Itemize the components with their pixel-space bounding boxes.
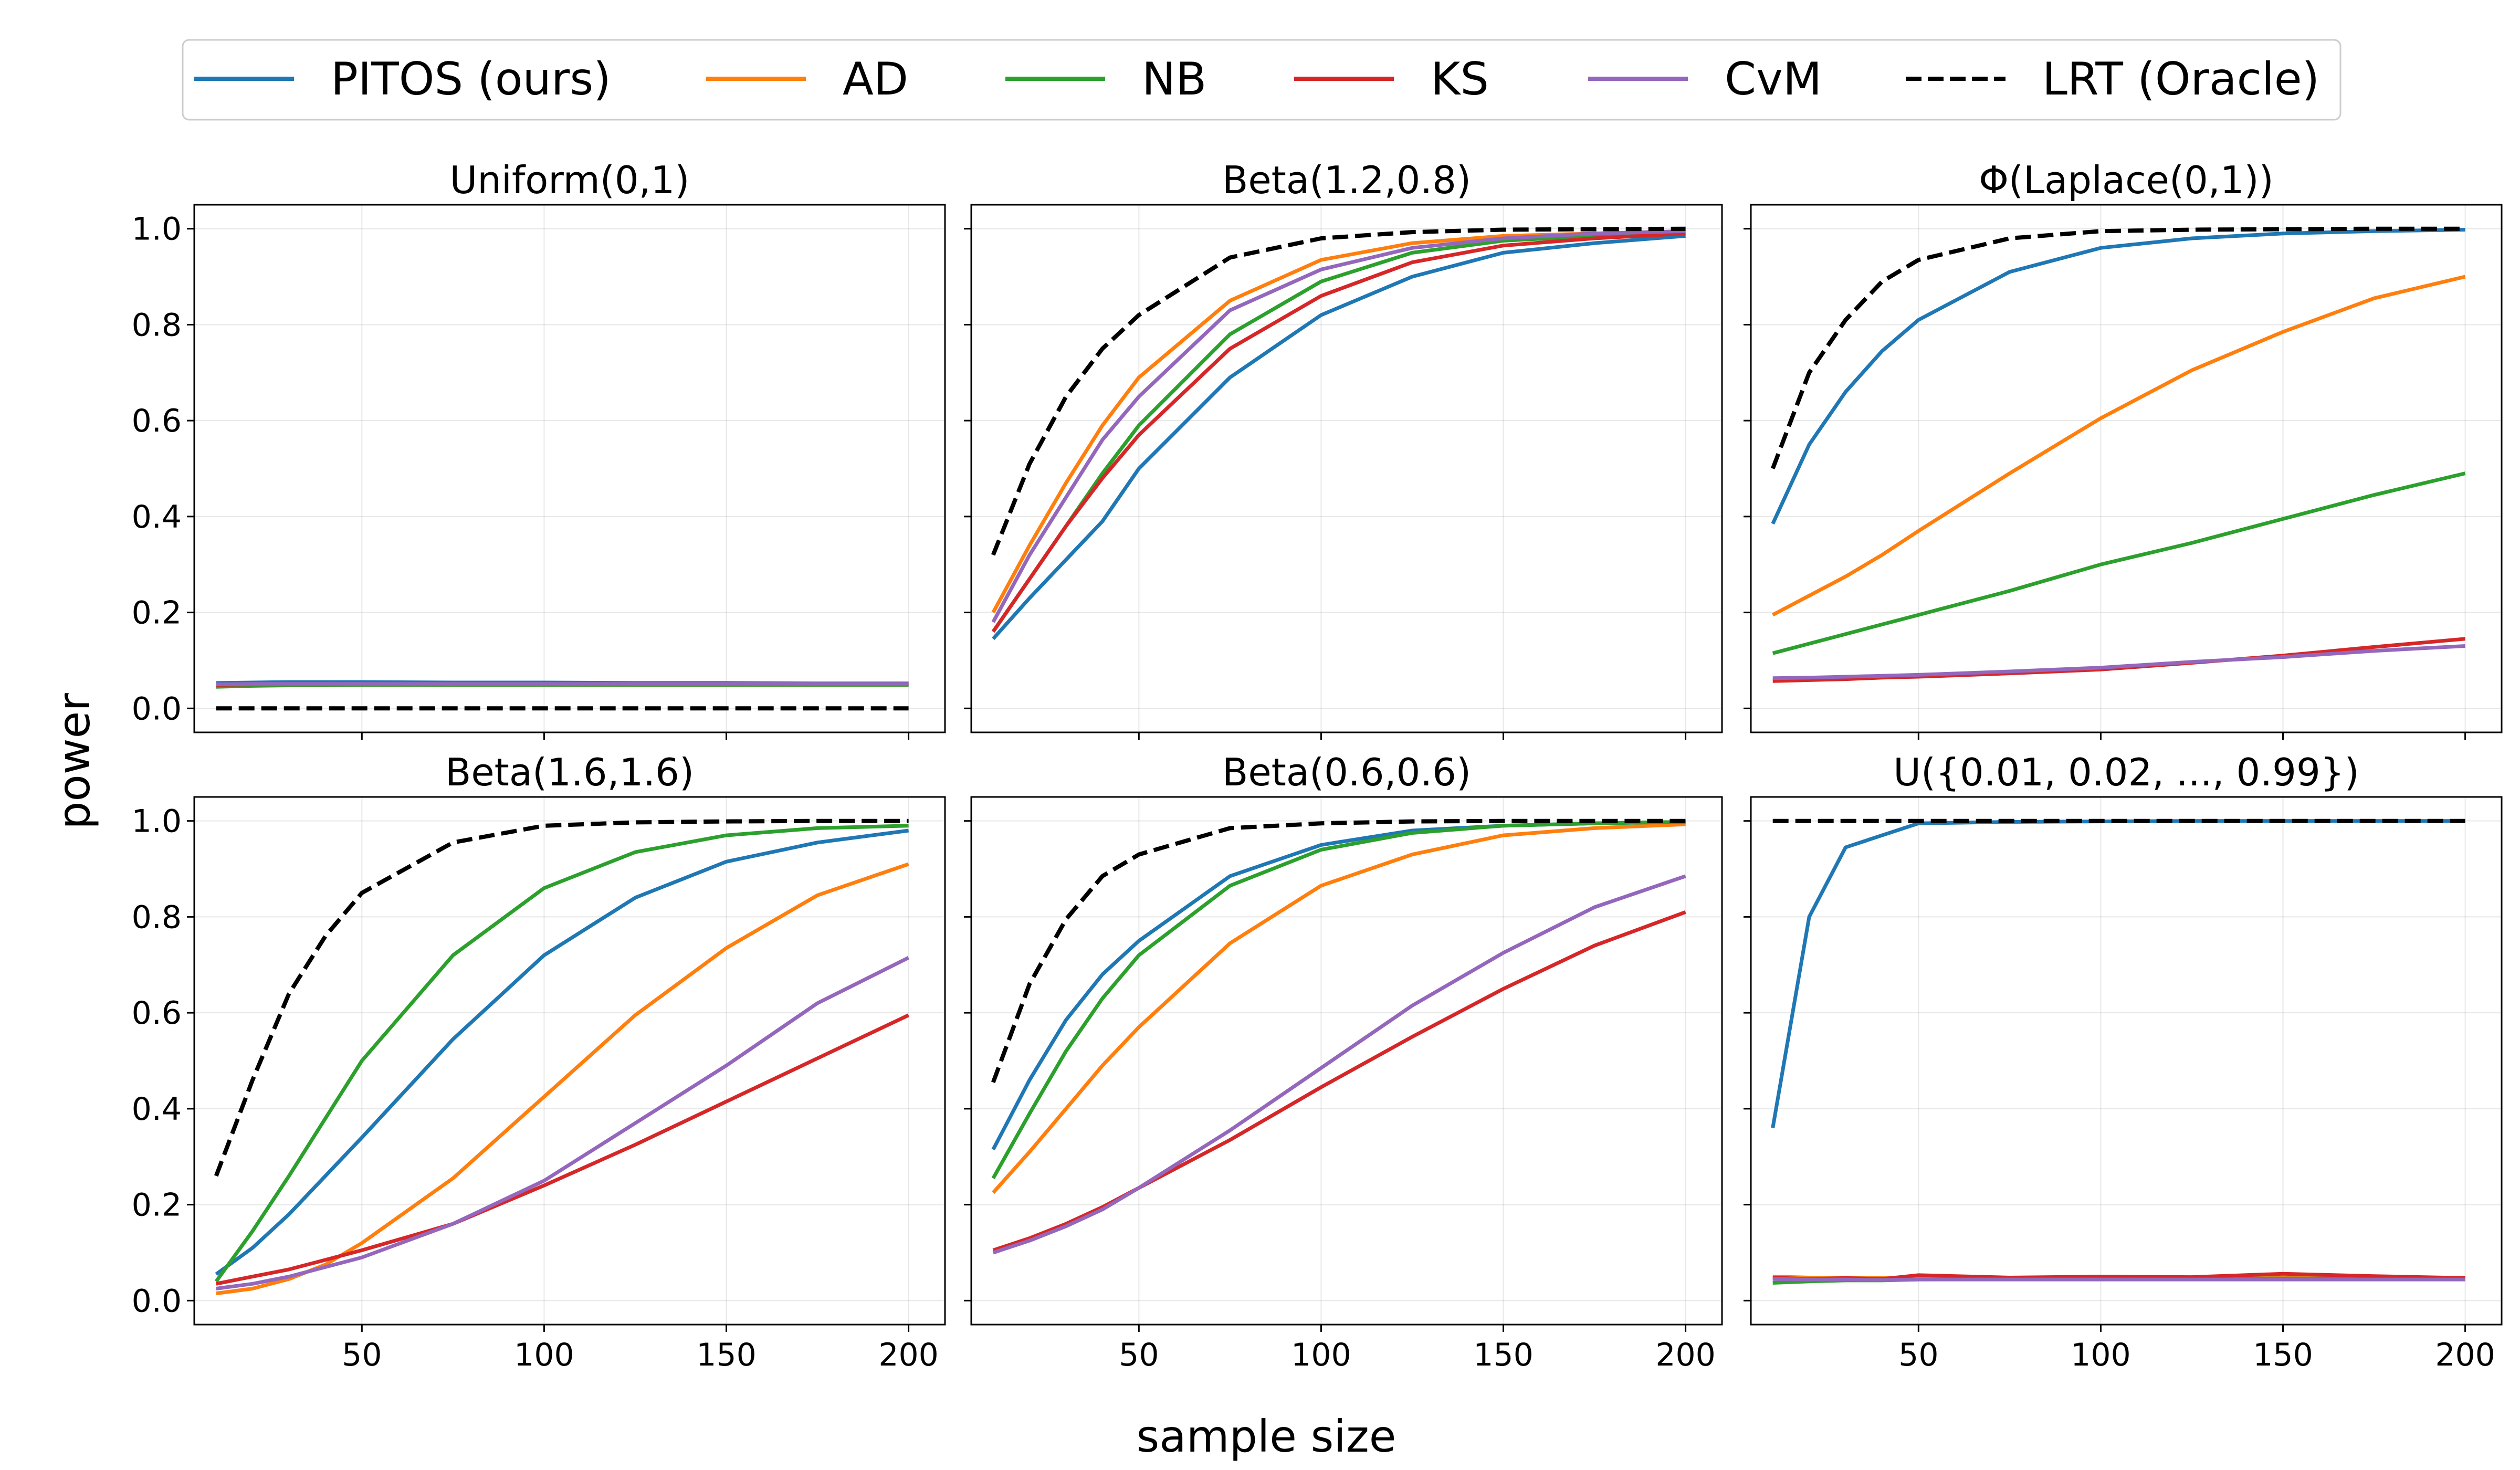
series-line-pitos <box>991 820 1686 1151</box>
y-tick-label: 0.0 <box>132 690 182 727</box>
series-line-lrt <box>214 818 909 1177</box>
x-tick-label: 150 <box>2253 1337 2313 1373</box>
series-line-ad <box>992 822 1686 1194</box>
x-tick-label: 50 <box>342 1337 382 1373</box>
x-tick-label: 150 <box>696 1337 757 1373</box>
y-tick-label: 1.0 <box>132 211 182 248</box>
panel-title: Beta(0.6,0.6) <box>1222 750 1471 794</box>
y-tick-label: 0.6 <box>132 403 182 439</box>
y-tick-label: 0.8 <box>132 307 182 343</box>
panel-frame <box>193 204 946 733</box>
series-line-cvm <box>1772 644 2465 680</box>
series-line-cvm <box>216 682 909 687</box>
panel-frame <box>1750 204 2503 733</box>
legend-label-pitos: PITOS (ours) <box>331 53 611 106</box>
y-axis-label: power <box>48 693 100 830</box>
series-line-cvm <box>991 229 1686 623</box>
series-line-pitos <box>215 828 909 1276</box>
x-tick-label: 150 <box>1473 1337 1534 1373</box>
legend: PITOS (ours) AD NB KS CvM LRT (Oracle) <box>182 39 2342 121</box>
series-line-lrt <box>1770 226 2465 469</box>
panels: 0.0 0.2 0.4 0.6 0.8 1.0 Uniform(0,1) Beta(1.2,0… <box>132 158 2503 1373</box>
y-tick-label: 0.6 <box>132 995 182 1032</box>
series-line-cvm <box>992 874 1686 1255</box>
y-tick-label: 0.8 <box>132 899 182 936</box>
series-line-cvm <box>216 956 910 1290</box>
legend-label-cvm: CvM <box>1725 53 1822 106</box>
x-tick-label: 50 <box>1119 1337 1159 1373</box>
series-line-ad <box>1772 275 2466 617</box>
panel-frame <box>193 796 946 1326</box>
panel-title: U({0.01, 0.02, ..., 0.99}) <box>1893 750 2359 794</box>
x-axis-label: sample size <box>1137 1411 1396 1462</box>
panel-4: 50 100 150 200 0.0 0.2 0.4 0.6 0.8 1.0 Beta(1.6,1.… <box>132 750 946 1373</box>
series-line-cvm <box>1772 1277 2465 1282</box>
y-tick-label: 0.2 <box>132 595 182 632</box>
legend-label-ks: KS <box>1431 53 1489 106</box>
y-tick-label: 0.0 <box>132 1283 182 1319</box>
series-line-nb <box>1772 471 2466 655</box>
series-line-pitos <box>1771 819 2465 1128</box>
series-line-ad <box>216 862 909 1296</box>
legend-label-lrt: LRT (Oracle) <box>2042 53 2319 106</box>
series-line-nb <box>214 824 909 1283</box>
panel-frame <box>970 204 1723 733</box>
y-tick-label: 0.4 <box>132 1091 182 1128</box>
legend-label-ad: AD <box>843 53 908 106</box>
series-line-ks <box>1772 637 2465 683</box>
series-line-ks <box>991 232 1686 633</box>
x-tick-label: 200 <box>878 1337 939 1373</box>
panel-1: 0.0 0.2 0.4 0.6 0.8 1.0 Uniform(0,1) <box>132 158 946 740</box>
series-line-ks <box>216 1013 910 1286</box>
series-line-pitos <box>1771 228 2465 525</box>
series-line-lrt <box>991 818 1686 1083</box>
panel-title: Uniform(0,1) <box>450 158 690 202</box>
panel-6: 50 100 150 200 U({0.01, 0.02, ..., 0.99}) <box>1744 750 2503 1373</box>
series-line-pitos <box>992 234 1686 640</box>
panel-2: Beta(1.2,0.8) <box>964 158 1723 740</box>
x-tick-label: 200 <box>2435 1337 2495 1373</box>
panel-3: Φ(Laplace(0,1)) <box>1744 158 2503 740</box>
x-tick-label: 100 <box>2071 1337 2131 1373</box>
legend-label-nb: NB <box>1142 53 1206 106</box>
legend-box <box>182 39 2342 121</box>
y-tick-label: 0.4 <box>132 499 182 536</box>
series-line-lrt <box>991 226 1686 556</box>
panel-frame <box>970 796 1723 1326</box>
panel-frame <box>1750 796 2503 1326</box>
x-tick-label: 100 <box>1291 1337 1351 1373</box>
panel-title: Φ(Laplace(0,1)) <box>1979 158 2273 202</box>
series-line-ks <box>992 910 1686 1252</box>
series-line-nb <box>991 820 1686 1180</box>
x-tick-label: 100 <box>514 1337 574 1373</box>
x-tick-label: 200 <box>1655 1337 1716 1373</box>
y-tick-label: 1.0 <box>132 803 182 840</box>
x-tick-label: 50 <box>1898 1337 1938 1373</box>
panel-title: Beta(1.6,1.6) <box>445 750 694 794</box>
y-tick-label: 0.2 <box>132 1187 182 1224</box>
panel-5: 50 100 150 200 Beta(0.6,0.6) <box>964 750 1723 1373</box>
panel-title: Beta(1.2,0.8) <box>1222 158 1471 202</box>
